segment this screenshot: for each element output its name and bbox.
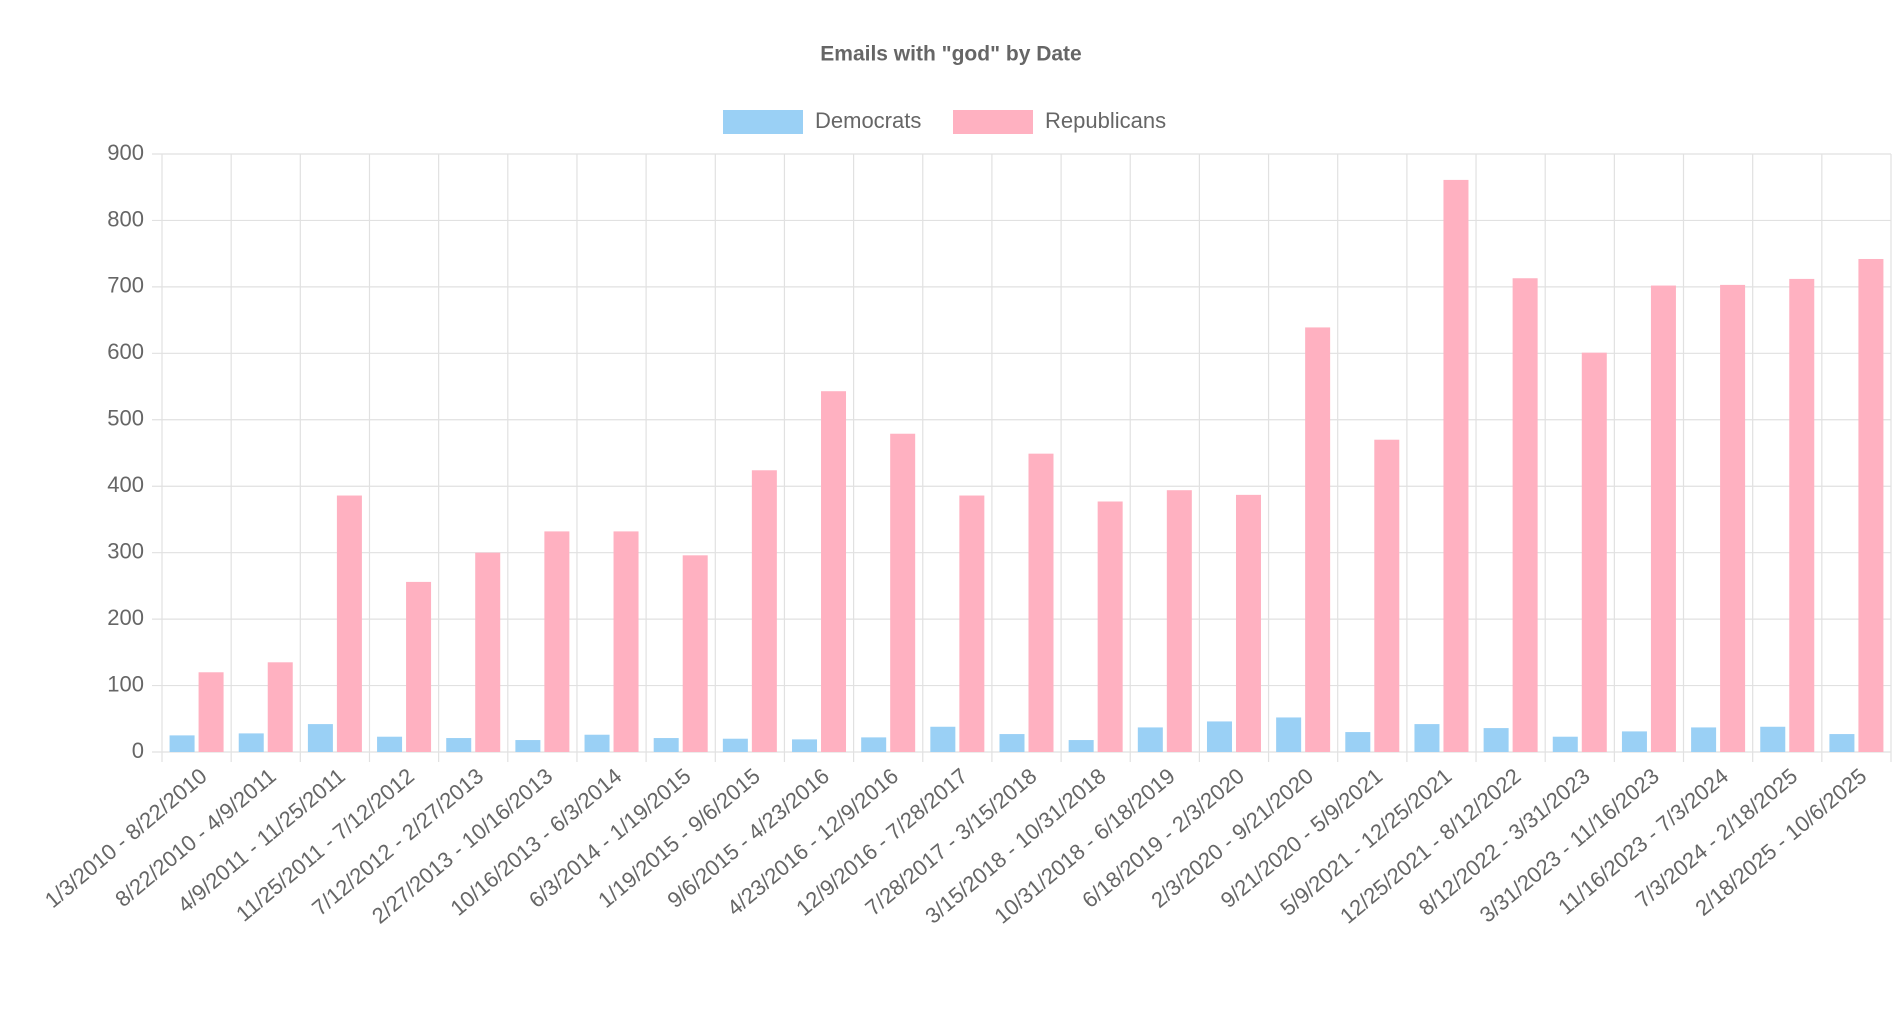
bar — [792, 739, 818, 752]
bar — [475, 552, 501, 752]
y-tick-label: 500 — [107, 406, 144, 431]
y-tick-label: 200 — [107, 605, 144, 630]
bar — [861, 737, 887, 752]
bar — [1068, 740, 1094, 752]
bar — [1235, 494, 1261, 752]
bar — [1443, 179, 1469, 752]
y-tick-label: 0 — [132, 738, 144, 763]
bar — [307, 724, 333, 752]
bar — [1276, 717, 1302, 752]
bar — [1483, 728, 1509, 752]
bar — [267, 662, 293, 752]
bar — [198, 672, 224, 752]
legend-label: Democrats — [815, 108, 921, 133]
y-tick-label: 900 — [107, 140, 144, 165]
bar — [1305, 327, 1331, 752]
legend-label: Republicans — [1045, 108, 1166, 133]
y-tick-label: 100 — [107, 671, 144, 696]
bar — [821, 391, 847, 752]
bar — [238, 733, 264, 752]
bar — [1581, 352, 1607, 752]
bar — [406, 581, 432, 752]
bar — [169, 735, 195, 752]
bar — [1552, 736, 1578, 752]
y-tick-label: 800 — [107, 206, 144, 231]
bar — [1760, 726, 1786, 752]
bar — [1166, 490, 1192, 752]
bar — [1789, 278, 1815, 752]
bar — [1691, 727, 1717, 752]
bar — [1720, 284, 1746, 752]
y-tick-label: 600 — [107, 339, 144, 364]
bar — [336, 495, 362, 752]
bar — [1512, 278, 1538, 752]
bar — [999, 734, 1025, 752]
bar — [1858, 258, 1884, 752]
bar — [1028, 453, 1054, 752]
y-tick-label: 300 — [107, 538, 144, 563]
bar — [890, 433, 916, 752]
bar — [751, 470, 777, 752]
bar — [1650, 285, 1676, 752]
bar — [1414, 724, 1440, 752]
bar — [613, 531, 639, 752]
bar — [1829, 734, 1855, 752]
bar — [1137, 727, 1163, 752]
bar — [930, 726, 956, 752]
bar — [584, 734, 610, 752]
bar — [1206, 721, 1232, 752]
y-tick-label: 700 — [107, 273, 144, 298]
legend-swatch — [953, 110, 1033, 134]
bar — [653, 738, 679, 752]
bar — [446, 738, 472, 752]
bar — [959, 495, 985, 752]
bar — [722, 738, 748, 752]
chart-title: Emails with "god" by Date — [820, 43, 1081, 66]
legend-swatch — [723, 110, 803, 134]
bar — [377, 736, 403, 752]
bar — [1621, 731, 1647, 752]
bar — [682, 555, 708, 752]
bar — [1374, 439, 1400, 752]
bar — [515, 740, 541, 752]
bar — [544, 531, 570, 752]
bar — [1097, 501, 1123, 752]
bar — [1345, 732, 1371, 752]
y-tick-label: 400 — [107, 472, 144, 497]
